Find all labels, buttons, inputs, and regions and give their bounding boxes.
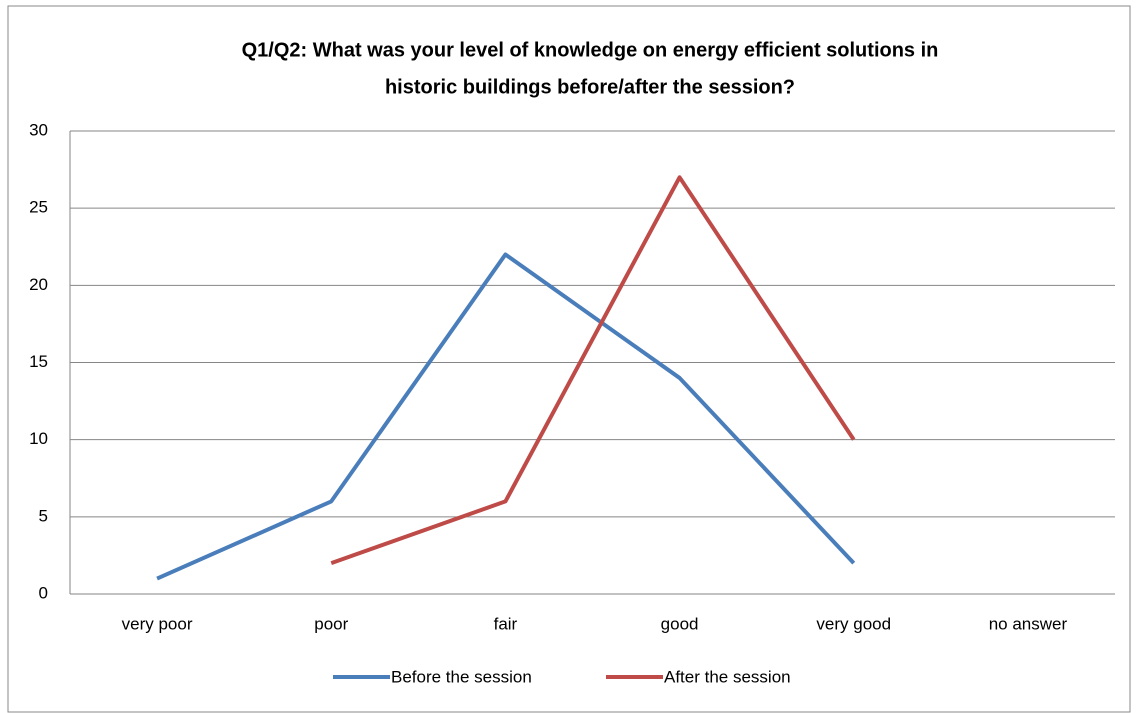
x-tick-label: very good <box>816 614 891 633</box>
chart-title: Q1/Q2: What was your level of knowledge … <box>242 39 939 61</box>
legend-label: Before the session <box>391 667 532 686</box>
legend-label: After the session <box>664 667 791 686</box>
x-tick-label: fair <box>494 614 518 633</box>
x-tick-label: no answer <box>989 614 1068 633</box>
y-tick-label: 5 <box>39 506 48 525</box>
x-tick-label: good <box>661 614 699 633</box>
y-tick-label: 15 <box>29 352 48 371</box>
chart-title: historic buildings before/after the sess… <box>385 76 795 98</box>
y-tick-label: 10 <box>29 429 48 448</box>
series-line <box>330 175 856 566</box>
x-tick-label: poor <box>314 614 348 633</box>
y-tick-label: 20 <box>29 275 48 294</box>
chart-frame <box>7 5 1131 713</box>
y-tick-label: 0 <box>39 583 48 602</box>
x-tick-label: very poor <box>122 614 193 633</box>
y-tick-label: 25 <box>29 198 48 217</box>
series-line <box>156 252 856 581</box>
y-tick-label: 30 <box>29 120 48 139</box>
